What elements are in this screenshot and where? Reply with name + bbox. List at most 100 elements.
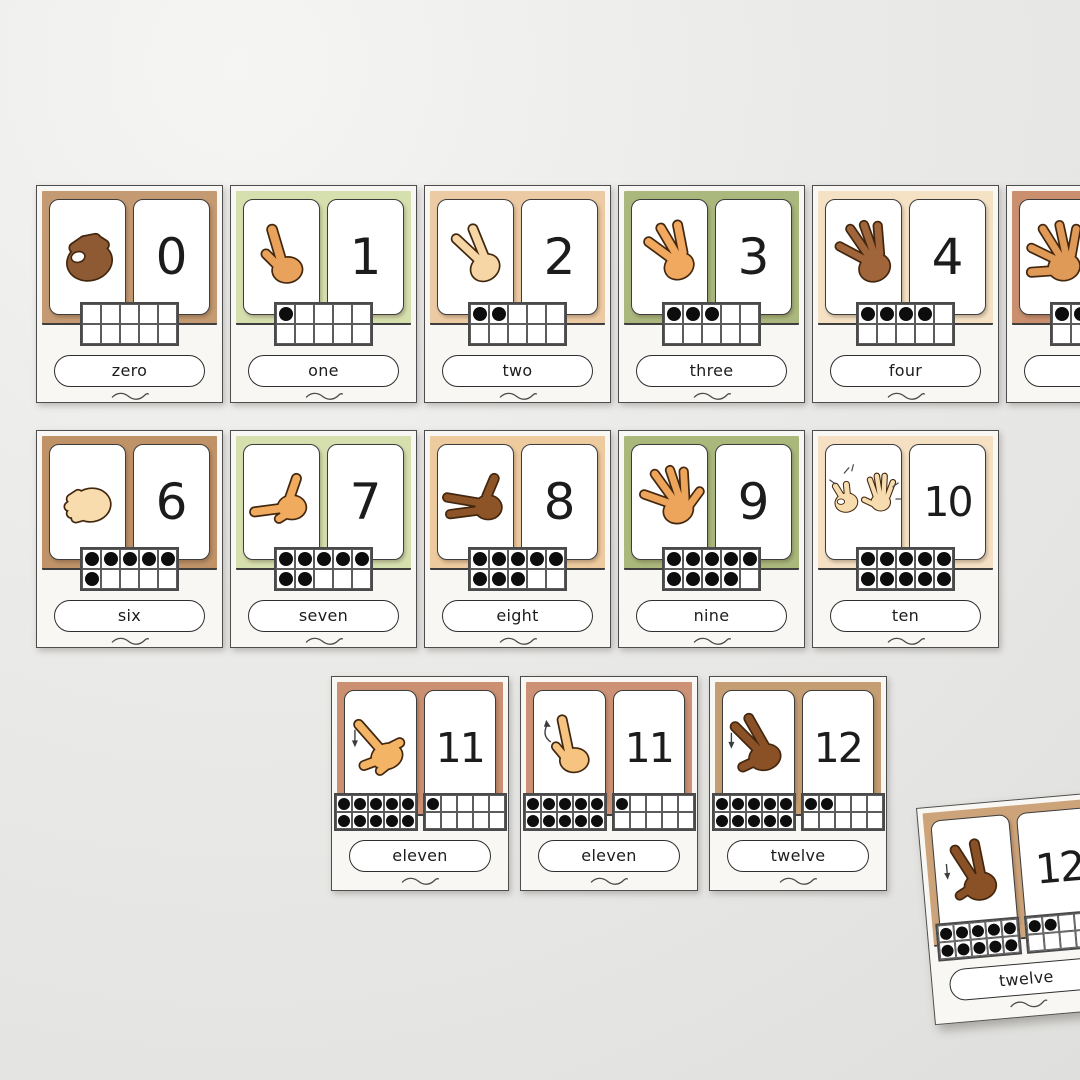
ten-frame-cell [818, 812, 835, 829]
card-header: 12 [922, 797, 1080, 947]
ten-frame-cell [383, 812, 400, 829]
ten-frame-cell [470, 304, 489, 324]
ten-frame-cell [761, 812, 778, 829]
ten-frame-cell [508, 569, 527, 589]
numeral-box: 1 [327, 199, 404, 315]
ten-frame-cell [540, 812, 557, 829]
squiggle-icon [693, 637, 731, 645]
hand-sign-icon-index-up [244, 219, 319, 295]
counter-dot [715, 797, 728, 810]
hand-sign-icon-five-finger-spread [1020, 219, 1080, 295]
counter-dot [779, 797, 792, 810]
ten-frame-cell [276, 324, 295, 344]
counter-dot [804, 797, 817, 810]
ten-frame-cell [702, 569, 721, 589]
numeral-box: 3 [715, 199, 792, 315]
number-word: four [888, 361, 923, 380]
counter-dot [84, 572, 99, 586]
hand-sign-box [825, 199, 902, 315]
ten-frame-cell [661, 795, 678, 812]
ten-frame-cell [721, 324, 740, 344]
ten-frame-cell [1073, 912, 1080, 931]
ten-frame-cell [866, 812, 883, 829]
hand-sign-icon-two-fingers-side [438, 464, 513, 540]
ten-frame-cell [1041, 915, 1059, 934]
numeral-box: 10 [909, 444, 986, 560]
number-word: ten [891, 606, 920, 625]
numeral-box: 0 [133, 199, 210, 315]
counter-dot [917, 552, 932, 566]
ten-frame-cell [1000, 918, 1019, 937]
flashcard-twelve: 12 twelve [916, 791, 1080, 1026]
card-header: 9 [624, 436, 799, 570]
counter-dot [369, 797, 382, 810]
ten-frame-cell [158, 304, 177, 324]
flashcard-one: 1 one [230, 185, 417, 403]
ten-frame-cell [740, 549, 759, 569]
flashcard-twelve: 12 twelve [709, 676, 887, 891]
counter-dot [574, 814, 587, 827]
numeral-box: 12 [801, 690, 874, 806]
ten-frame-cell [588, 812, 605, 829]
numeral: 12 [1033, 841, 1080, 894]
ten-frame-cell [276, 569, 295, 589]
number-word-pill: three [636, 355, 787, 387]
counter-dot [354, 552, 369, 566]
ten-frame-cell [101, 304, 120, 324]
counter-dot [939, 926, 953, 940]
counter-dot [685, 552, 700, 566]
ten-frame-cell [834, 812, 851, 829]
numeral-box: 11 [612, 690, 685, 806]
ten-frame-cell [850, 795, 867, 812]
ten-frame-cell [702, 549, 721, 569]
numeral: 3 [737, 228, 770, 286]
ten-frame-cell [915, 324, 934, 344]
counter-dot [970, 924, 984, 938]
flashcard-five: 5 five [1006, 185, 1080, 403]
counter-dot [763, 814, 776, 827]
ten-frame-cell [139, 304, 158, 324]
ten-frames [624, 302, 799, 346]
counter-dot [742, 552, 757, 566]
ten-frame-cell [333, 304, 352, 324]
ten-frame-cell [489, 324, 508, 344]
ten-frame-cell [877, 569, 896, 589]
ten-frame-cell [399, 812, 416, 829]
ten-frame-cell [333, 324, 352, 344]
hand-sign-icon-curled-hand [50, 464, 125, 540]
card-row-3: 11 eleven 11 eleven [331, 676, 887, 891]
ten-frame-cell [645, 812, 662, 829]
squiggle-icon [779, 877, 818, 885]
ten-frame-cell [740, 324, 759, 344]
ten-frame-cell [295, 324, 314, 344]
ten-frame-cell [508, 549, 527, 569]
ten-frame [800, 793, 885, 831]
ten-frame-cell [934, 304, 953, 324]
hand-sign-box [437, 444, 514, 560]
numeral: 9 [737, 473, 770, 531]
numeral: 0 [155, 228, 188, 286]
hand-sign-icon-index-flick-bent [345, 710, 416, 786]
hand-sign-icon-two-hands-ten [826, 464, 901, 540]
counter-dot [337, 814, 350, 827]
hand-sign-box [825, 444, 902, 560]
ten-frame-cell [556, 812, 573, 829]
ten-frame-cell [546, 569, 565, 589]
counter-dot [297, 572, 312, 586]
ten-frame [333, 793, 418, 831]
counter-dot [898, 552, 913, 566]
counter-dot [472, 552, 487, 566]
ten-frame-cell [629, 795, 646, 812]
counter-dot [747, 814, 760, 827]
ten-frames [1012, 302, 1080, 346]
counter-dot [685, 572, 700, 586]
ten-frame-cell [440, 795, 457, 812]
squiggle-icon [887, 392, 925, 400]
ten-frame-cell [572, 795, 589, 812]
squiggle-icon [1076, 390, 1080, 401]
number-word-pill: two [442, 355, 593, 387]
ten-frame-cell [702, 324, 721, 344]
hand-sign-icon-index-flick-up [534, 710, 605, 786]
counter-dot [936, 552, 951, 566]
ten-frame-cell [858, 304, 877, 324]
